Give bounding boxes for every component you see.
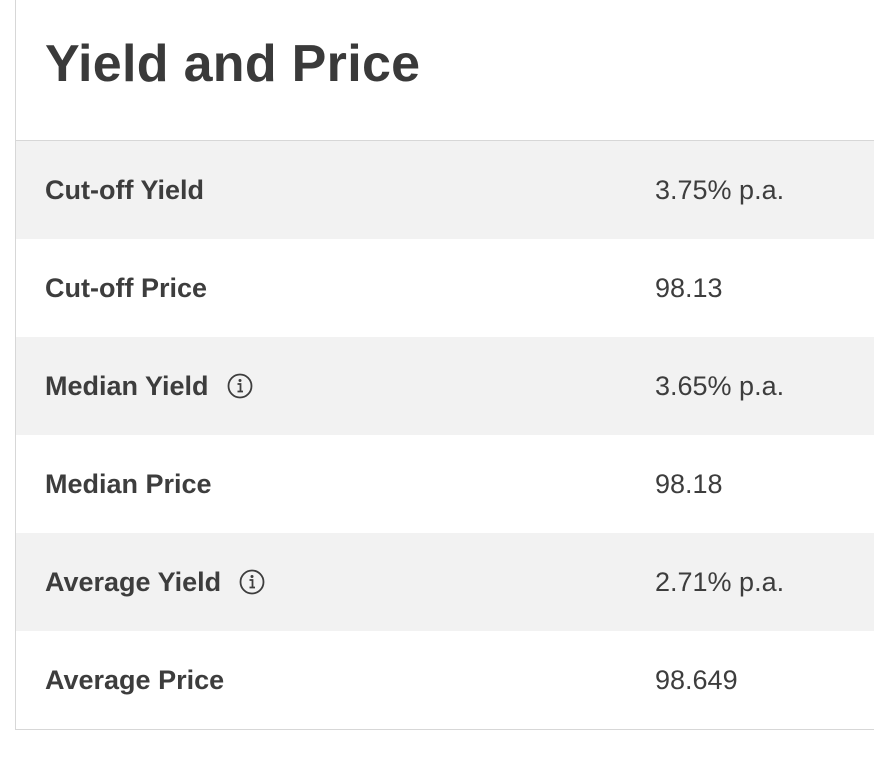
table-row-median-price: Median Price 98.18 xyxy=(16,435,874,533)
row-label: Median Price xyxy=(45,469,212,500)
row-label: Median Yield xyxy=(45,371,253,402)
row-value: 98.649 xyxy=(655,664,738,695)
row-value: 3.65% p.a. xyxy=(655,370,785,401)
row-label-text: Median Yield xyxy=(45,370,209,401)
row-label-text: Cut-off Yield xyxy=(45,174,204,205)
yield-and-price-card: Yield and Price Cut-off Yield 3.75% p.a.… xyxy=(15,0,874,730)
row-label-text: Cut-off Price xyxy=(45,272,207,303)
table-row-average-yield: Average Yield 2.71% p.a. xyxy=(16,533,874,631)
row-label: Cut-off Yield xyxy=(45,175,204,206)
table-row-average-price: Average Price 98.649 xyxy=(16,631,874,729)
row-value: 2.71% p.a. xyxy=(655,566,785,597)
row-label-text: Median Price xyxy=(45,468,212,499)
table-row-cutoff-price: Cut-off Price 98.13 xyxy=(16,239,874,337)
row-label: Cut-off Price xyxy=(45,273,207,304)
info-circle-icon[interactable] xyxy=(239,569,265,595)
row-value: 98.18 xyxy=(655,468,723,499)
table-row-cutoff-yield: Cut-off Yield 3.75% p.a. xyxy=(16,141,874,239)
row-value: 98.13 xyxy=(655,272,723,303)
table-row-median-yield: Median Yield 3.65% p.a. xyxy=(16,337,874,435)
yield-price-table: Cut-off Yield 3.75% p.a. Cut-off Price 9… xyxy=(16,140,874,729)
row-label-text: Average Yield xyxy=(45,566,222,597)
row-label: Average Price xyxy=(45,665,224,696)
row-label: Average Yield xyxy=(45,567,265,598)
info-circle-icon[interactable] xyxy=(227,373,253,399)
section-title: Yield and Price xyxy=(45,35,421,93)
row-label-text: Average Price xyxy=(45,664,225,695)
row-value: 3.75% p.a. xyxy=(655,174,785,205)
